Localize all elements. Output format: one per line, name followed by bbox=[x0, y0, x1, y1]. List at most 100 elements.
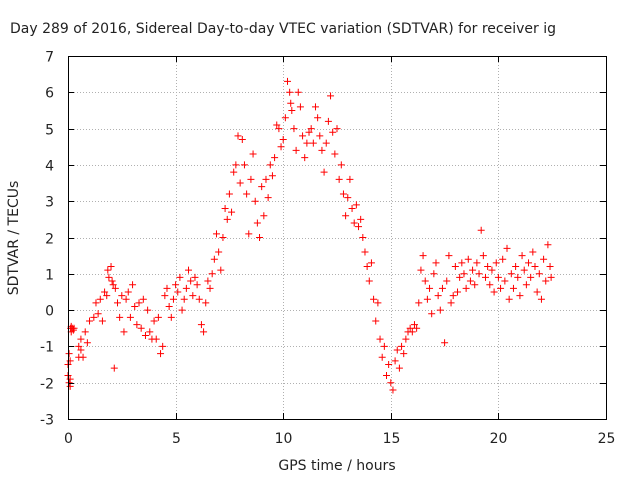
data-point bbox=[387, 379, 395, 387]
data-point bbox=[281, 114, 289, 122]
data-point bbox=[212, 230, 220, 238]
data-point bbox=[395, 364, 403, 372]
data-point bbox=[249, 150, 257, 158]
data-point bbox=[118, 292, 126, 300]
x-tick-label: 5 bbox=[172, 431, 181, 447]
data-point bbox=[176, 273, 184, 281]
data-point bbox=[200, 328, 208, 336]
data-point bbox=[359, 234, 367, 241]
data-point bbox=[105, 273, 113, 281]
data-point bbox=[410, 321, 418, 329]
data-point bbox=[232, 161, 240, 169]
data-point bbox=[260, 212, 268, 220]
data-point bbox=[137, 324, 145, 332]
data-point bbox=[438, 284, 446, 292]
data-point bbox=[77, 335, 85, 343]
data-point bbox=[202, 299, 210, 307]
y-tick-label: -1 bbox=[40, 340, 54, 356]
data-point bbox=[337, 161, 345, 169]
data-point bbox=[90, 313, 98, 321]
data-point bbox=[525, 259, 533, 267]
data-point bbox=[275, 125, 283, 133]
grid-lines bbox=[68, 56, 606, 419]
data-point bbox=[333, 125, 341, 133]
data-point bbox=[193, 281, 201, 289]
data-point bbox=[389, 386, 397, 394]
data-point bbox=[346, 175, 354, 183]
data-point bbox=[413, 324, 421, 332]
data-point bbox=[303, 139, 311, 147]
y-tick-label: 5 bbox=[45, 123, 54, 139]
data-point bbox=[217, 266, 225, 274]
data-point bbox=[288, 106, 296, 114]
data-point bbox=[533, 288, 541, 296]
data-point bbox=[86, 317, 94, 325]
data-point bbox=[234, 132, 242, 140]
data-point bbox=[417, 266, 425, 274]
data-point bbox=[296, 103, 304, 111]
data-point bbox=[376, 335, 384, 343]
data-points bbox=[64, 77, 555, 394]
data-point bbox=[494, 273, 502, 281]
data-point bbox=[165, 302, 173, 310]
data-point bbox=[527, 273, 535, 281]
data-point bbox=[271, 154, 279, 162]
data-point bbox=[385, 361, 393, 369]
data-point bbox=[449, 292, 457, 300]
data-point bbox=[109, 281, 117, 289]
data-point bbox=[210, 255, 218, 263]
data-point bbox=[75, 342, 83, 350]
tick-labels: 0 5 10 15 20 25 -3 -2 -1 0 1 2 3 4 5 6 7 bbox=[40, 50, 615, 448]
data-point bbox=[322, 139, 330, 147]
data-point bbox=[116, 313, 124, 321]
data-point bbox=[268, 172, 276, 180]
data-point bbox=[479, 252, 487, 260]
data-point bbox=[365, 277, 373, 285]
data-point bbox=[79, 353, 87, 361]
data-point bbox=[316, 132, 324, 140]
data-point bbox=[514, 273, 522, 281]
data-point bbox=[69, 326, 77, 334]
axis-ticks bbox=[68, 56, 607, 420]
data-point bbox=[180, 295, 188, 303]
data-point bbox=[172, 281, 180, 289]
data-point bbox=[251, 197, 259, 205]
data-point bbox=[141, 332, 149, 340]
data-point bbox=[355, 223, 363, 231]
data-point bbox=[204, 277, 212, 285]
data-point bbox=[228, 208, 236, 216]
data-point bbox=[92, 299, 100, 307]
data-point bbox=[363, 263, 371, 271]
data-point bbox=[70, 324, 78, 332]
data-point bbox=[66, 375, 74, 383]
data-point bbox=[174, 288, 182, 296]
x-tick-label: 0 bbox=[64, 431, 73, 447]
data-point bbox=[546, 263, 554, 271]
data-point bbox=[434, 292, 442, 300]
data-point bbox=[426, 284, 434, 292]
data-point bbox=[94, 310, 102, 318]
data-point bbox=[393, 346, 401, 354]
data-point bbox=[408, 328, 416, 336]
data-point bbox=[279, 135, 287, 143]
data-point bbox=[206, 284, 214, 292]
data-point bbox=[189, 292, 197, 300]
data-point bbox=[178, 306, 186, 314]
data-point bbox=[505, 295, 513, 303]
data-point bbox=[159, 342, 167, 350]
data-point bbox=[509, 284, 517, 292]
x-tick-label: 10 bbox=[275, 431, 293, 447]
data-point bbox=[238, 135, 246, 143]
data-point bbox=[287, 99, 295, 107]
x-tick-label: 25 bbox=[598, 431, 616, 447]
data-point bbox=[111, 284, 119, 292]
data-point bbox=[471, 281, 479, 289]
data-point bbox=[331, 150, 339, 158]
data-point bbox=[77, 346, 85, 354]
data-point bbox=[240, 161, 248, 169]
data-point bbox=[339, 190, 347, 198]
data-point bbox=[531, 263, 539, 271]
data-point bbox=[124, 288, 132, 296]
